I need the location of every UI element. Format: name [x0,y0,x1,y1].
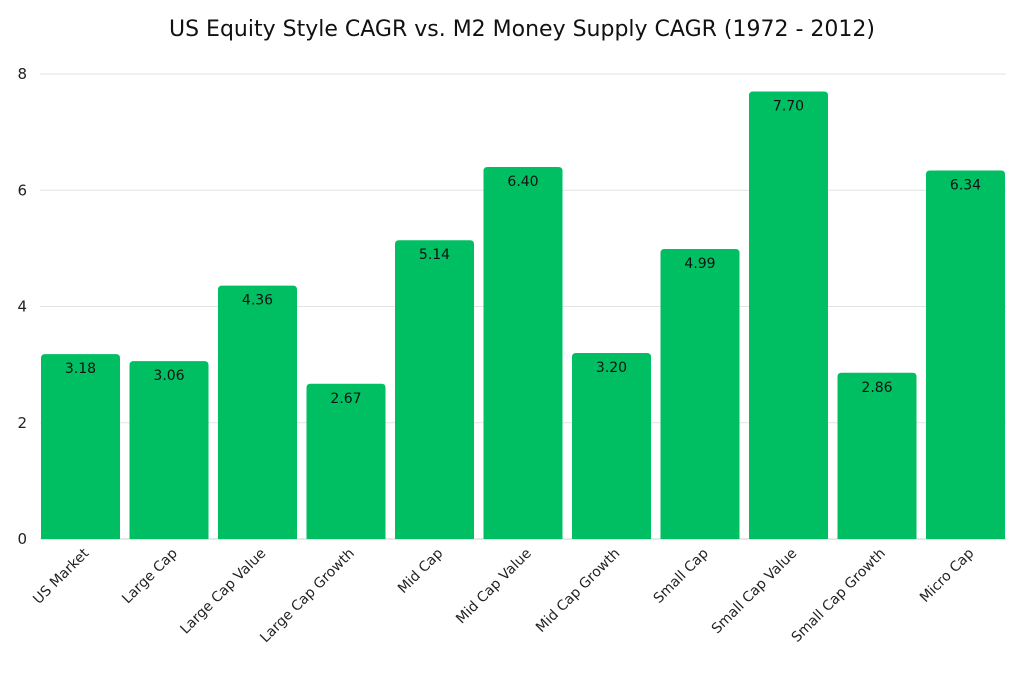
x-tick-label: Mid Cap Value [453,546,535,628]
x-tick-label: Small Cap Value [709,546,801,638]
data-label: 6.40 [507,174,538,190]
data-label: 6.34 [950,177,981,193]
x-tick-label: Large Cap [119,545,181,607]
x-tick-label: Micro Cap [917,545,977,605]
x-tick-label: Mid Cap Growth [533,546,623,636]
bar [306,383,386,539]
bar [660,248,740,540]
x-tick-label: Mid Cap [395,545,446,596]
data-label: 7.70 [773,98,804,114]
bar [837,372,917,539]
data-label: 4.36 [242,293,273,309]
chart-title: US Equity Style CAGR vs. M2 Money Supply… [169,17,875,42]
x-tick-label: Small Cap [651,545,712,606]
y-tick-label: 2 [17,414,27,432]
y-tick-label: 6 [17,181,27,199]
data-label: 5.14 [419,247,450,263]
bar [395,240,474,540]
x-tick-label: US Market [30,545,92,607]
x-tick-label: Large Cap Value [177,546,269,638]
bar [483,167,563,539]
bar [572,353,651,539]
bar [129,361,209,539]
bar [218,285,297,539]
bar [41,354,120,539]
data-label: 4.99 [684,256,715,272]
data-label: 3.06 [153,368,184,384]
data-label: 2.86 [861,380,892,396]
bar [749,91,828,539]
data-label: 3.18 [65,361,96,377]
x-tick-label: Small Cap Growth [789,546,889,646]
y-tick-label: 8 [17,65,27,83]
bar [926,170,1005,540]
y-tick-label: 4 [17,298,27,316]
y-tick-label: 0 [17,530,27,548]
x-tick-label: Large Cap Growth [257,546,358,647]
data-label: 3.20 [596,360,627,376]
data-label: 2.67 [330,391,361,407]
